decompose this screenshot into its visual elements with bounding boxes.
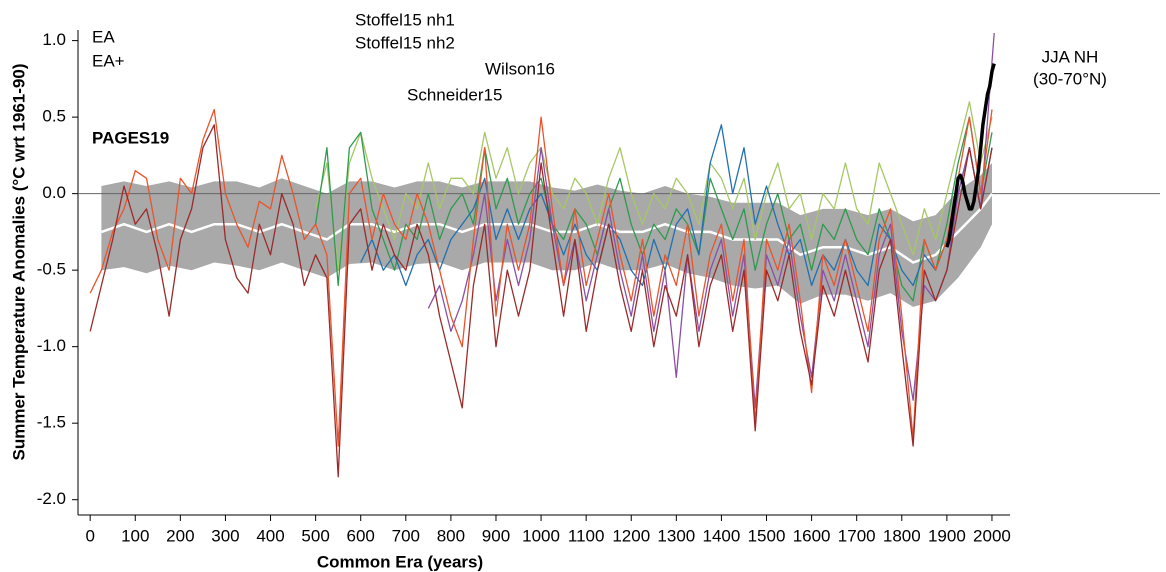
x-tick-label: 2000 (973, 526, 1011, 545)
x-tick-label: 700 (392, 526, 420, 545)
x-tick-label: 1000 (522, 526, 560, 545)
y-tick-label: 0.5 (42, 107, 66, 126)
x-tick-label: 1200 (612, 526, 650, 545)
x-tick-label: 1400 (703, 526, 741, 545)
x-tick-label: 1600 (793, 526, 831, 545)
x-tick-label: 1100 (568, 526, 605, 545)
y-tick-label: 0.0 (42, 183, 66, 202)
annotation: (30-70°N) (1033, 69, 1107, 88)
series-line (314, 101, 993, 271)
legend-label: Stoffel15 nh2 (355, 33, 455, 52)
x-tick-label: 400 (256, 526, 284, 545)
x-tick-label: 200 (166, 526, 194, 545)
series-line (89, 108, 993, 447)
x-tick-label: 600 (347, 526, 375, 545)
y-tick-label: 1.0 (42, 30, 66, 49)
y-tick-label: -1.0 (37, 336, 66, 355)
legend-label: Schneider15 (407, 85, 502, 104)
x-tick-label: 800 (437, 526, 465, 545)
x-tick-label: 1700 (838, 526, 876, 545)
y-tick-label: -2.0 (37, 489, 66, 508)
x-tick-label: 900 (482, 526, 510, 545)
series-line (89, 124, 993, 478)
series-line (945, 63, 996, 248)
legend-label: PAGES19 (92, 128, 169, 147)
x-tick-label: 300 (211, 526, 239, 545)
x-tick-label: 1500 (748, 526, 786, 545)
legend-label: Stoffel15 nh1 (355, 10, 455, 29)
x-axis-label: Common Era (years) (317, 552, 483, 571)
x-tick-label: 1300 (657, 526, 695, 545)
x-tick-label: 500 (301, 526, 329, 545)
x-tick-label: 100 (121, 526, 149, 545)
x-tick-label: 1800 (883, 526, 921, 545)
legend-label: EA+ (92, 51, 125, 70)
y-axis-label: Summer Temperature Anomalies (°C wrt 196… (9, 64, 28, 461)
x-tick-label: 0 (85, 526, 94, 545)
y-tick-label: -0.5 (37, 260, 66, 279)
series-line (314, 116, 993, 302)
series-line (427, 32, 995, 409)
x-tick-label: 1900 (928, 526, 966, 545)
legend-label: JJA NH (1042, 47, 1099, 66)
legend-label: EA (92, 27, 115, 46)
legend-label: Wilson16 (485, 59, 555, 78)
y-tick-label: -1.5 (37, 413, 66, 432)
